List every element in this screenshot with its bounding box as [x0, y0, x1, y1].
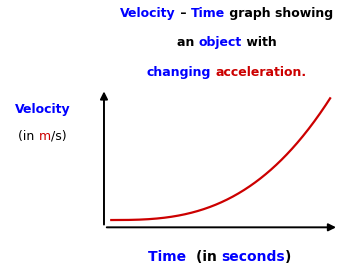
- Text: Time: Time: [190, 7, 225, 20]
- Text: with: with: [242, 36, 276, 49]
- Text: acceleration.: acceleration.: [215, 66, 307, 79]
- Text: Velocity: Velocity: [15, 103, 70, 116]
- Text: seconds: seconds: [221, 250, 285, 264]
- Text: Velocity: Velocity: [120, 7, 176, 20]
- Text: object: object: [199, 36, 242, 49]
- Text: ): ): [285, 250, 291, 264]
- Text: graph showing: graph showing: [225, 7, 333, 20]
- Text: m: m: [39, 130, 51, 143]
- Text: Time: Time: [148, 250, 195, 264]
- Text: (in: (in: [195, 250, 221, 264]
- Text: /s): /s): [51, 130, 67, 143]
- Text: (in: (in: [18, 130, 39, 143]
- Text: –: –: [176, 7, 190, 20]
- Text: changing: changing: [147, 66, 211, 79]
- Text: an: an: [177, 36, 199, 49]
